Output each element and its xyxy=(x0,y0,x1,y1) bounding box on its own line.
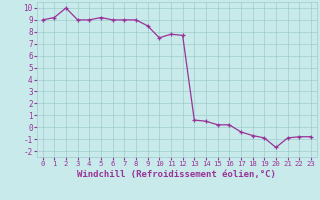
X-axis label: Windchill (Refroidissement éolien,°C): Windchill (Refroidissement éolien,°C) xyxy=(77,170,276,179)
